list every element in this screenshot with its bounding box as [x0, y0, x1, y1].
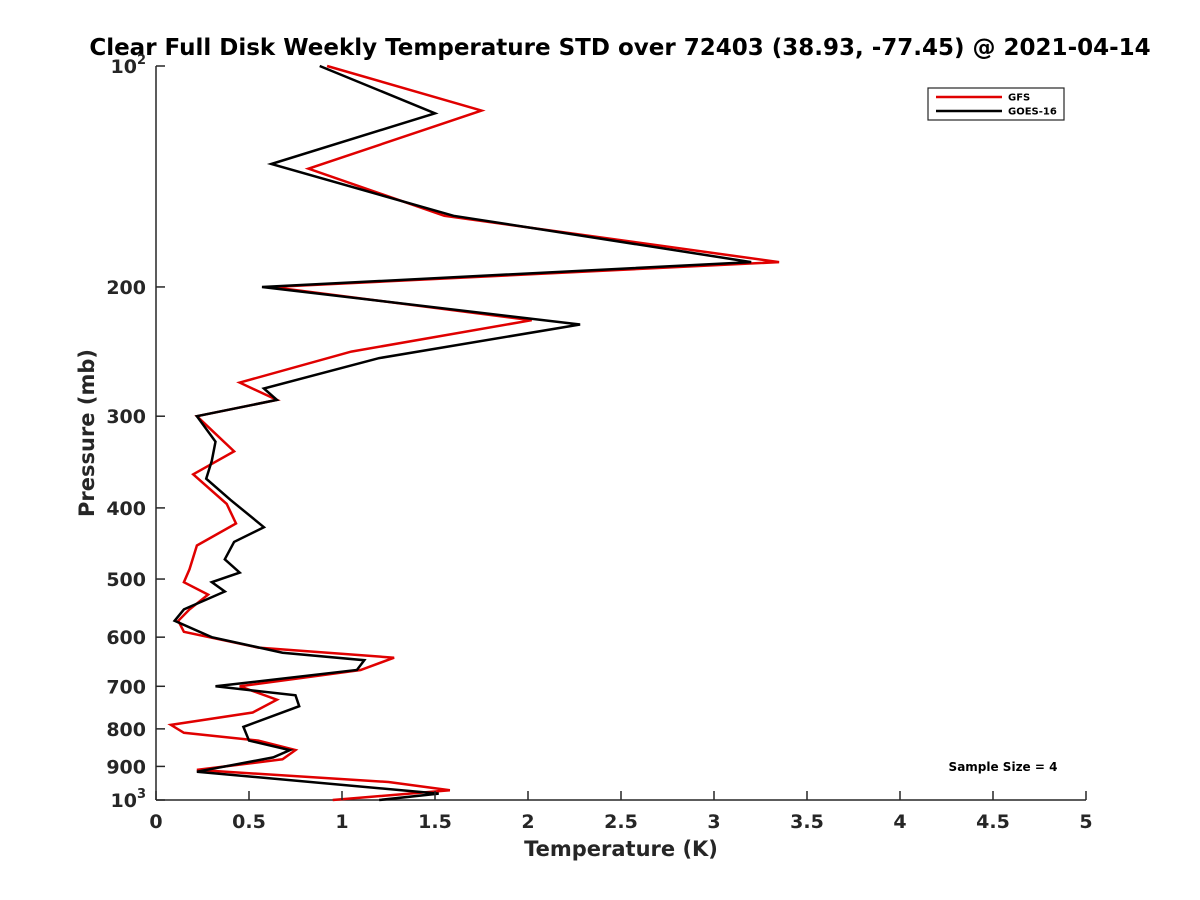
y-tick-label: 400	[106, 498, 146, 520]
legend-box	[927, 87, 1065, 121]
plot-area	[155, 66, 1086, 801]
y-tick-label: 103	[111, 787, 147, 812]
y-tick-label: 200	[106, 277, 146, 299]
y-tick-label: 600	[106, 627, 146, 649]
y-tick-label: 300	[106, 406, 146, 428]
x-tick-label: 3.5	[790, 811, 824, 833]
y-tick-label: 500	[106, 569, 146, 591]
x-tick-label: 5	[1079, 811, 1092, 833]
legend-label-gfs: GFS	[1008, 93, 1030, 104]
legend-label-goes16: GOES-16	[1008, 107, 1057, 118]
series-line-gfs	[167, 64, 780, 802]
x-tick-label: 2.5	[604, 811, 638, 833]
x-tick-label: 0.5	[232, 811, 266, 833]
x-tick-label: 2	[521, 811, 534, 833]
y-tick-label: 102	[111, 53, 147, 78]
y-tick-label: 800	[106, 719, 146, 741]
legend: GFS GOES-16	[927, 87, 1065, 121]
series-line-goes-16	[172, 64, 752, 802]
y-axis-label: Pressure (mb)	[75, 349, 99, 517]
x-tick-label: 1.5	[418, 811, 452, 833]
series-layer	[167, 64, 780, 802]
x-tick-label: 4.5	[976, 811, 1010, 833]
sample-size-annotation: Sample Size = 4	[949, 760, 1058, 774]
y-ticks: 102 200 300 400 500 600 700 800 900 103	[106, 53, 165, 812]
x-tick-label: 0	[149, 811, 162, 833]
x-tick-label: 3	[707, 811, 720, 833]
x-ticks: 0 0.5 1 1.5 2 2.5 3 3.5 4 4.5 5	[149, 791, 1093, 833]
x-tick-label: 1	[335, 811, 348, 833]
y-tick-label: 900	[106, 756, 146, 778]
x-tick-label: 4	[893, 811, 906, 833]
chart-title: Clear Full Disk Weekly Temperature STD o…	[89, 35, 1150, 61]
x-axis-label: Temperature (K)	[524, 837, 718, 861]
y-tick-label: 700	[106, 676, 146, 698]
